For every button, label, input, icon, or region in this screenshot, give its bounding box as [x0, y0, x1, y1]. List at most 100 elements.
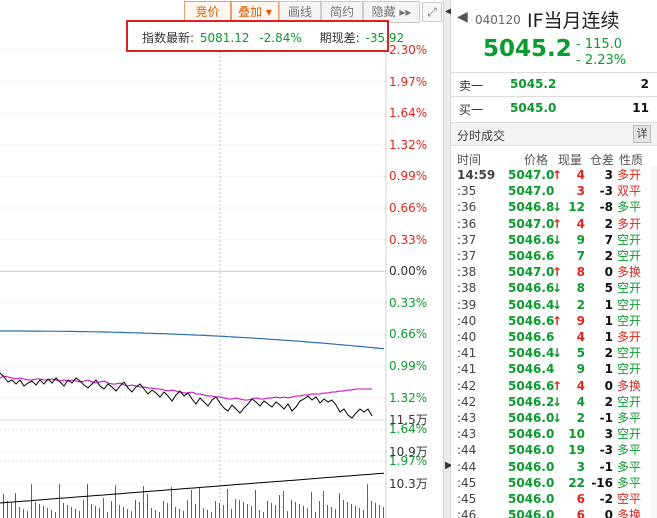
- tick-position-diff: -1: [599, 411, 613, 425]
- tick-time: 14:59: [457, 168, 496, 182]
- tick-time: :45: [457, 492, 477, 506]
- volume-bar: [319, 501, 320, 518]
- tick-position-diff: 1: [604, 297, 613, 312]
- collapse-arrow-icon[interactable]: ◀: [445, 6, 453, 17]
- index-change-pct: -2.84%: [259, 31, 302, 45]
- tick-volume: 4: [576, 168, 585, 182]
- expand-arrow-icon[interactable]: ▶: [445, 460, 453, 471]
- expand-icon[interactable]: ⤢: [422, 2, 442, 22]
- volume-bar: [271, 503, 272, 518]
- tick-volume: 8: [576, 281, 585, 296]
- percent-axis-label: 1.64%: [389, 106, 428, 121]
- volume-bar: [287, 511, 288, 518]
- volume-bar: [227, 489, 228, 518]
- tick-time: :41: [457, 346, 477, 361]
- percent-axis-label: 0.99%: [389, 169, 428, 184]
- volume-bar: [367, 484, 368, 518]
- volume-bar: [327, 505, 328, 518]
- tick-position-diff: 5: [604, 281, 613, 296]
- volume-bar: [267, 501, 268, 518]
- volume-bar: [299, 504, 300, 518]
- volume-bar: [355, 506, 356, 518]
- volume-bar: [15, 493, 16, 518]
- tick-volume: 22: [568, 475, 585, 490]
- quote-title-row: ◀ 040120 IF当月连续: [451, 4, 657, 32]
- basis-label: 期现差:: [319, 31, 360, 45]
- tick-nature: 多平: [617, 200, 642, 215]
- down-arrow-icon: ↓: [552, 281, 563, 296]
- tick-nature: 空开: [617, 427, 642, 442]
- volume-bar: [107, 512, 108, 518]
- tick-price: 5046.0: [508, 508, 555, 518]
- tick-price: 5046.0: [508, 459, 555, 474]
- tick-volume: 4: [576, 394, 585, 409]
- tick-nature: 多开: [617, 330, 642, 344]
- orderbook-ask-row: 卖一 5045.2 2: [451, 74, 657, 94]
- down-arrow-icon: ↓: [552, 394, 563, 409]
- volume-bar: [303, 506, 304, 518]
- volume-bar: [251, 506, 252, 518]
- volume-axis-label: 10.9万: [389, 445, 428, 459]
- volume-bar: [123, 507, 124, 518]
- volume-bar: [339, 493, 340, 518]
- tick-price: 5047.0: [508, 265, 555, 280]
- divider: [451, 96, 657, 97]
- volume-bar: [99, 508, 100, 518]
- volume-bar: [243, 502, 244, 518]
- tick-price: 5046.0: [508, 427, 555, 442]
- tick-time: :42: [457, 378, 477, 393]
- ticks-section-header: 分时成交 详: [451, 122, 657, 146]
- tick-row: :39 5046.4 ↓ 2 1 空开: [451, 297, 657, 313]
- tick-row: :36 5047.0 ↑ 4 2 多开: [451, 216, 657, 232]
- volume-bar: [215, 501, 216, 518]
- tick-time: :37: [457, 232, 477, 247]
- tick-position-diff: -3: [599, 184, 613, 199]
- tick-volume: 12: [568, 200, 585, 215]
- tick-time: :43: [457, 427, 477, 442]
- tick-price: 5046.6: [508, 232, 555, 247]
- tick-time: :35: [457, 184, 477, 199]
- volume-bar: [187, 500, 188, 518]
- volume-bar: [143, 486, 144, 518]
- percent-axis-label: 0.66%: [389, 327, 428, 342]
- intraday-chart[interactable]: 2.30% 1.97% 1.64% 1.32% 0.99% 0.66% 0.33% 0.00%…: [0, 0, 443, 518]
- percent-axis-label: 1.32%: [389, 137, 428, 152]
- volume-bar: [55, 512, 56, 518]
- tick-volume: 4: [576, 216, 585, 231]
- ticks-section-title: 分时成交: [457, 129, 506, 143]
- tick-nature: 空开: [617, 249, 642, 263]
- ticks-scrollbar[interactable]: [651, 166, 657, 518]
- tick-position-diff: -1: [599, 459, 613, 474]
- bid-label: 买一: [459, 103, 484, 117]
- tick-position-diff: 3: [604, 427, 613, 442]
- tick-time: :43: [457, 411, 477, 425]
- panel-splitter[interactable]: ◀ ▶: [443, 0, 453, 518]
- volume-bar: [291, 500, 292, 518]
- tick-row: :44 5046.0 3 -1 多平: [451, 459, 657, 475]
- tick-nature: 多开: [617, 168, 642, 182]
- detail-button[interactable]: 详: [633, 125, 651, 143]
- volume-bar: [275, 505, 276, 518]
- volume-bar: [331, 507, 332, 518]
- tick-price: 5046.8: [508, 200, 555, 215]
- price-line: [0, 372, 373, 419]
- tick-nature: 空开: [617, 362, 642, 377]
- volume-bar: [231, 509, 232, 518]
- tick-position-diff: 2: [604, 216, 613, 231]
- down-arrow-icon: ↓: [552, 297, 563, 312]
- volume-bar: [59, 484, 60, 518]
- tick-row: :37 5046.6 7 2 空开: [451, 248, 657, 264]
- tick-nature: 空平: [617, 492, 642, 506]
- tick-volume: 6: [576, 492, 585, 506]
- volume-bar: [71, 507, 72, 518]
- tick-position-diff: 1: [604, 313, 613, 328]
- draw-line-button[interactable]: 画线: [279, 1, 321, 23]
- tick-time: :39: [457, 297, 477, 312]
- volume-bar: [91, 504, 92, 518]
- tick-time: :41: [457, 362, 477, 377]
- volume-bar: [375, 503, 376, 518]
- hide-button[interactable]: 隐藏 ▸▸: [363, 1, 420, 23]
- index-info-box: 指数最新: 5081.12 -2.84% 期现差: -35.92: [126, 20, 404, 52]
- volume-bar: [75, 509, 76, 518]
- previous-arrow-icon[interactable]: ◀: [457, 9, 468, 25]
